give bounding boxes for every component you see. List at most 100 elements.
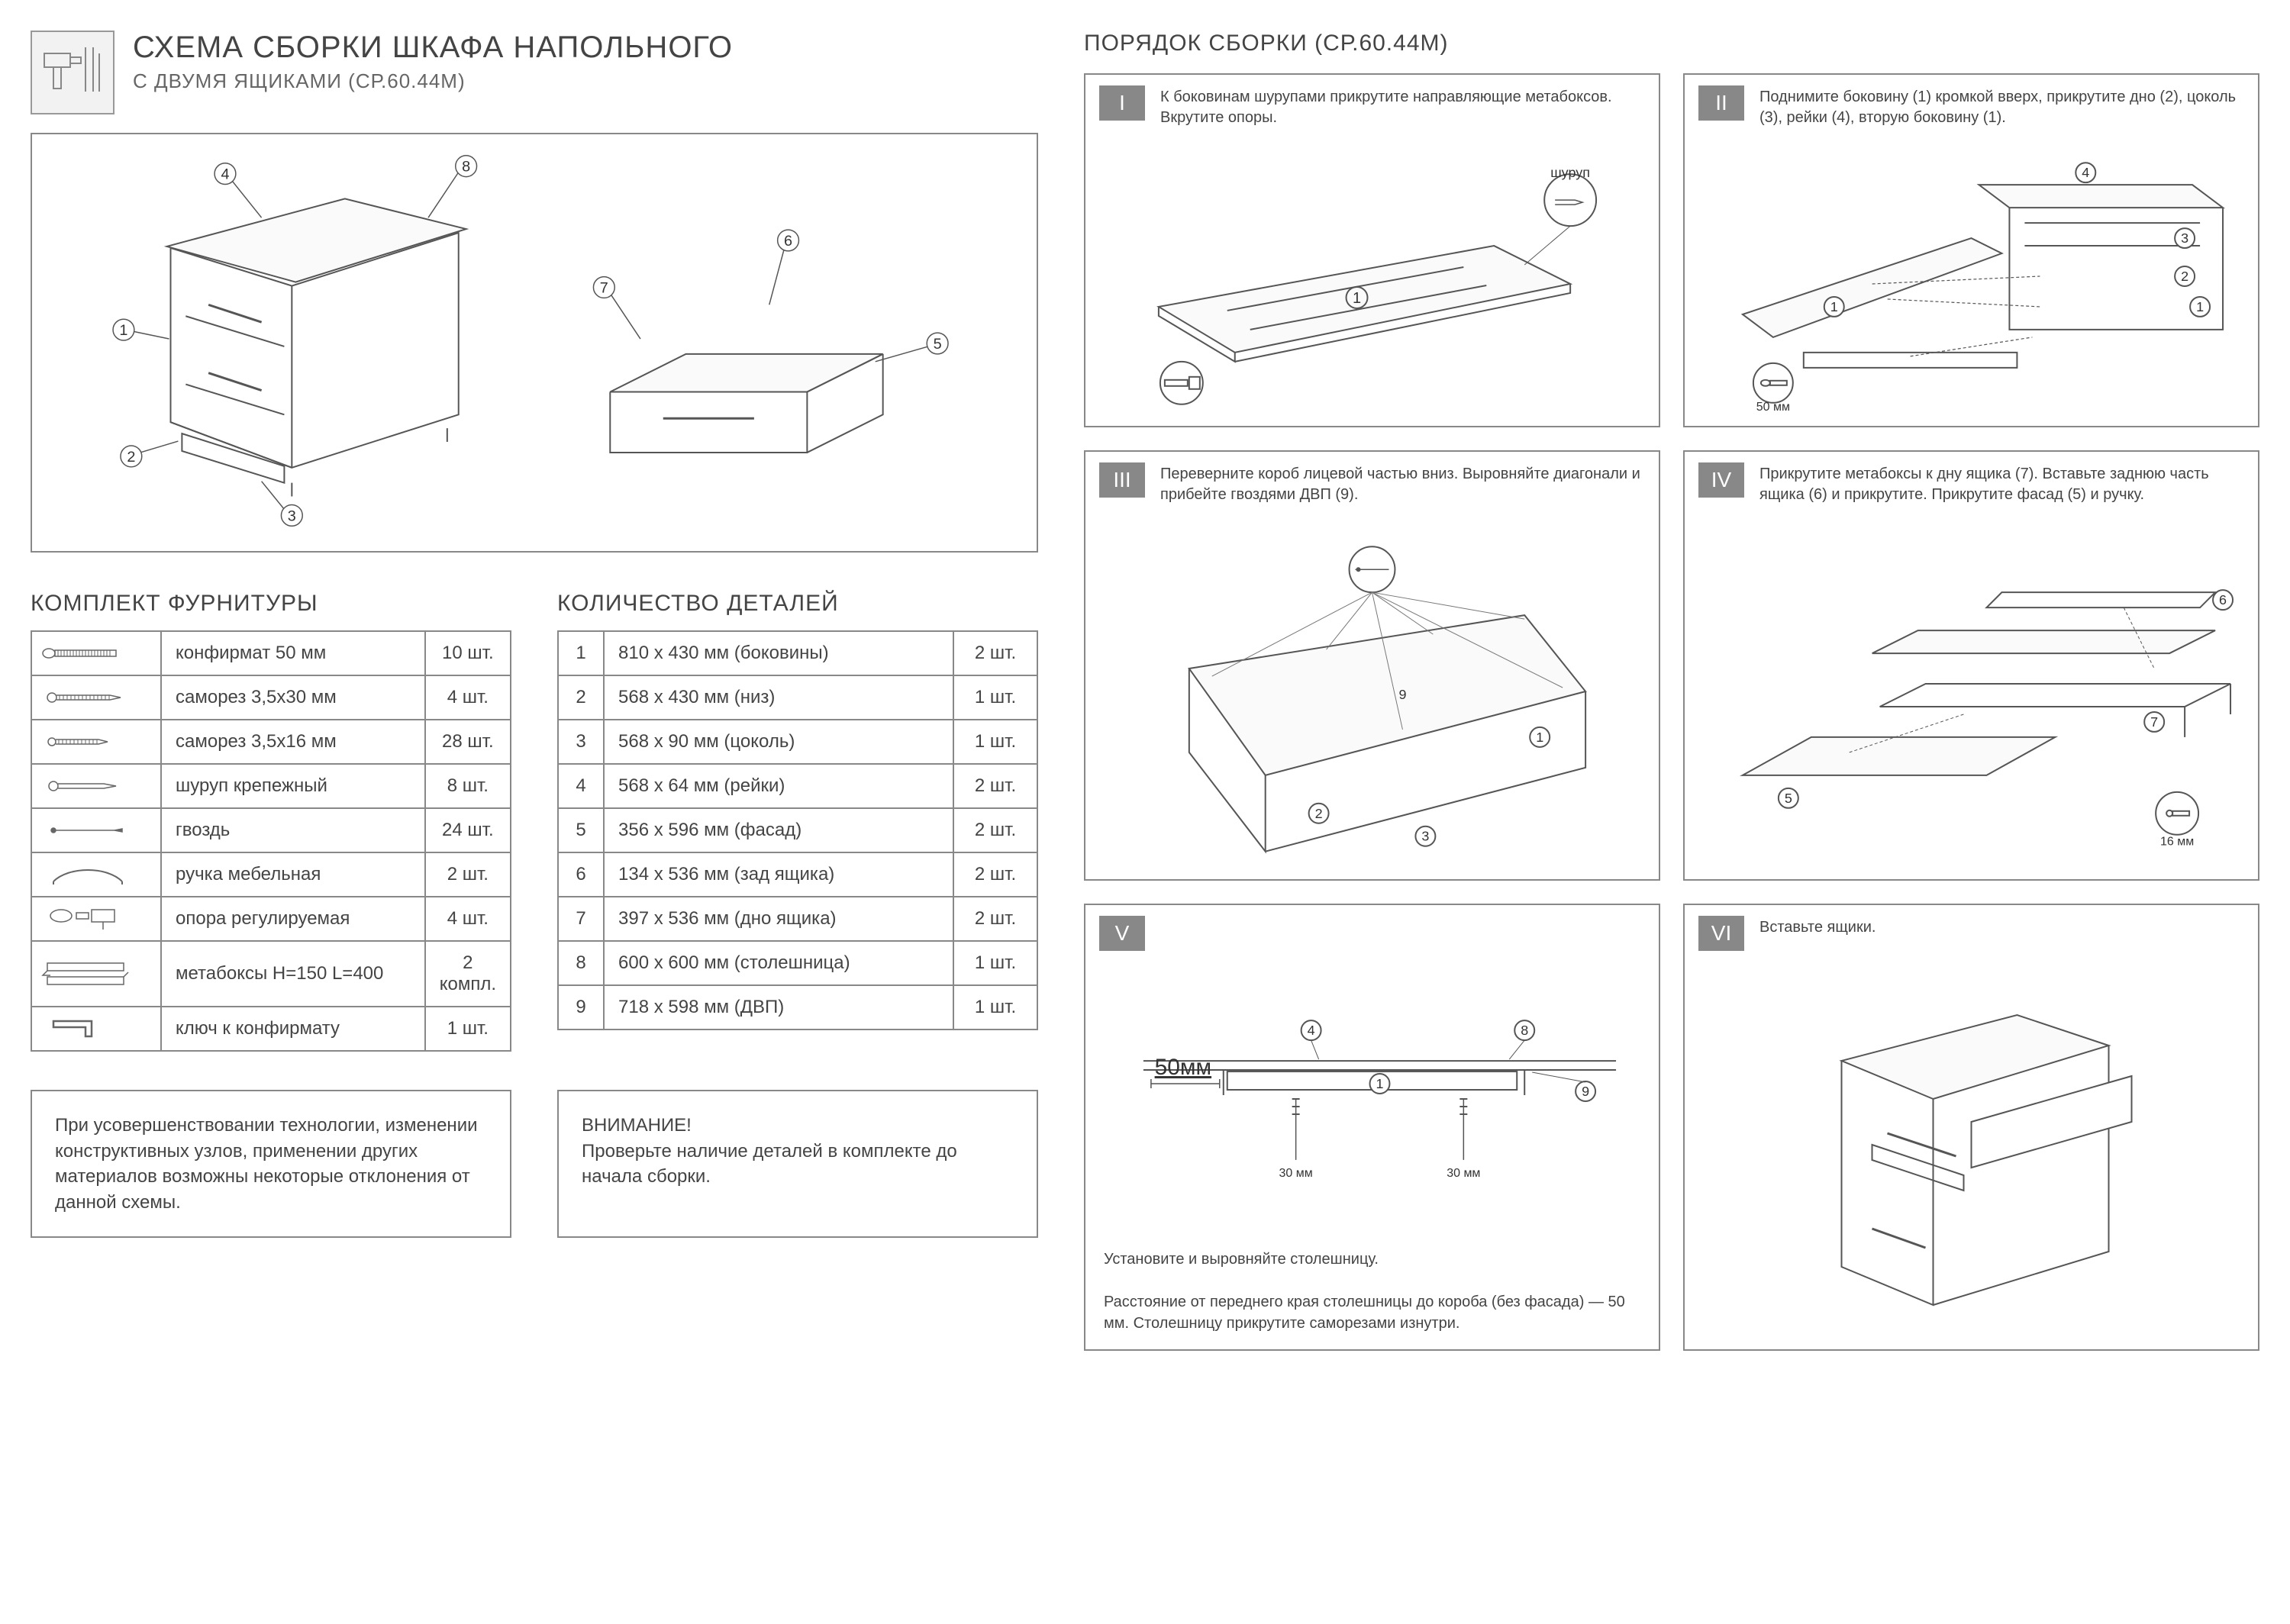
part-number: 3 (558, 720, 604, 764)
part-number: 7 (558, 897, 604, 941)
part-qty: 2 шт. (953, 897, 1037, 941)
page-header: СХЕМА СБОРКИ ШКАФА НАПОЛЬНОГО С ДВУМЯ ЯЩ… (31, 31, 1038, 114)
svg-text:50мм: 50мм (1155, 1055, 1211, 1080)
hardware-qty: 24 шт. (425, 808, 511, 852)
hardware-qty: 10 шт. (425, 631, 511, 675)
hardware-row: гвоздь24 шт. (31, 808, 511, 852)
svg-text:5: 5 (1785, 791, 1792, 806)
step-text: К боковинам шурупами прикрутите направля… (1160, 85, 1645, 128)
hardware-name: гвоздь (161, 808, 425, 852)
svg-text:4: 4 (221, 166, 229, 183)
svg-text:8: 8 (462, 159, 470, 176)
svg-text:9: 9 (1398, 687, 1406, 702)
step-box-V: V 30 мм 30 мм 50мм 4 8 1 9 Установите и … (1084, 904, 1660, 1351)
hardware-name: саморез 3,5х16 мм (161, 720, 425, 764)
part-qty: 2 шт. (953, 631, 1037, 675)
hardware-qty: 2 шт. (425, 852, 511, 897)
part-qty: 2 шт. (953, 852, 1037, 897)
hardware-icon (31, 941, 161, 1007)
svg-text:1: 1 (119, 322, 127, 339)
hardware-icon (31, 631, 161, 675)
part-dim: 568 х 90 мм (цоколь) (604, 720, 953, 764)
svg-text:1: 1 (2196, 299, 2204, 314)
svg-text:2: 2 (1315, 806, 1323, 821)
part-row: 6134 х 536 мм (зад ящика)2 шт. (558, 852, 1037, 897)
part-qty: 1 шт. (953, 675, 1037, 720)
part-qty: 1 шт. (953, 941, 1037, 985)
svg-text:16 мм: 16 мм (2160, 836, 2194, 849)
note-attention: ВНИМАНИЕ! Проверьте наличие деталей в ко… (557, 1090, 1038, 1238)
svg-text:1: 1 (1536, 730, 1543, 745)
step-box-I: I К боковинам шурупами прикрутите направ… (1084, 73, 1660, 427)
svg-text:2: 2 (2181, 269, 2188, 284)
step-roman: I (1099, 85, 1145, 121)
hardware-row: шуруп крепежный8 шт. (31, 764, 511, 808)
hardware-name: ключ к конфирмату (161, 1007, 425, 1051)
parts-title: КОЛИЧЕСТВО ДЕТАЛЕЙ (557, 591, 1038, 617)
hardware-icon (31, 720, 161, 764)
step-bottom-text: Установите и выровняйте столешницу. Расс… (1085, 1249, 1659, 1349)
step-diagram: 9 1 2 3 (1098, 516, 1647, 867)
part-number: 2 (558, 675, 604, 720)
hardware-icon (31, 1007, 161, 1051)
step-text: Вставьте ящики. (1759, 916, 1876, 938)
attention-title: ВНИМАНИЕ! (582, 1113, 1014, 1139)
svg-text:3: 3 (2181, 230, 2188, 246)
part-qty: 1 шт. (953, 985, 1037, 1030)
svg-text:8: 8 (1521, 1023, 1528, 1038)
hardware-qty: 4 шт. (425, 675, 511, 720)
hardware-table: конфирмат 50 мм10 шт.саморез 3,5х30 мм4 … (31, 630, 511, 1052)
svg-text:7: 7 (2150, 714, 2158, 730)
svg-text:2: 2 (127, 449, 135, 466)
hardware-row: саморез 3,5х30 мм4 шт. (31, 675, 511, 720)
hardware-qty: 4 шт. (425, 897, 511, 941)
part-row: 3568 х 90 мм (цоколь)1 шт. (558, 720, 1037, 764)
svg-text:30 мм: 30 мм (1447, 1167, 1480, 1180)
part-dim: 397 х 536 мм (дно ящика) (604, 897, 953, 941)
hardware-qty: 8 шт. (425, 764, 511, 808)
hardware-name: шуруп крепежный (161, 764, 425, 808)
hardware-name: метабоксы Н=150 L=400 (161, 941, 425, 1007)
hardware-row: конфирмат 50 мм10 шт. (31, 631, 511, 675)
step-text: Прикрутите метабоксы к дну ящика (7). Вс… (1759, 462, 2244, 505)
step-roman: II (1698, 85, 1744, 121)
part-number: 5 (558, 808, 604, 852)
steps-title: ПОРЯДОК СБОРКИ (СР.60.44М) (1084, 31, 2259, 56)
svg-text:3: 3 (288, 508, 296, 524)
svg-text:5: 5 (934, 336, 942, 353)
hardware-title: КОМПЛЕКТ ФУРНИТУРЫ (31, 591, 511, 617)
part-dim: 356 х 596 мм (фасад) (604, 808, 953, 852)
hardware-name: саморез 3,5х30 мм (161, 675, 425, 720)
step-text: Переверните короб лицевой частью вниз. В… (1160, 462, 1645, 505)
part-number: 1 (558, 631, 604, 675)
step-diagram: 16 мм 5 6 7 (1697, 516, 2246, 867)
part-qty: 2 шт. (953, 808, 1037, 852)
step-roman: III (1099, 462, 1145, 498)
part-row: 2568 х 430 мм (низ)1 шт. (558, 675, 1037, 720)
svg-text:50 мм: 50 мм (1756, 401, 1790, 414)
hardware-icon (31, 808, 161, 852)
hardware-qty: 28 шт. (425, 720, 511, 764)
attention-text: Проверьте наличие деталей в комплекте до… (582, 1141, 957, 1187)
hardware-name: конфирмат 50 мм (161, 631, 425, 675)
svg-text:3: 3 (1421, 829, 1429, 844)
hardware-icon (31, 897, 161, 941)
part-dim: 810 х 430 мм (боковины) (604, 631, 953, 675)
part-row: 5356 х 596 мм (фасад)2 шт. (558, 808, 1037, 852)
part-row: 4568 х 64 мм (рейки)2 шт. (558, 764, 1037, 808)
part-row: 9718 х 598 мм (ДВП)1 шт. (558, 985, 1037, 1030)
hardware-row: ключ к конфирмату1 шт. (31, 1007, 511, 1051)
part-dim: 568 х 64 мм (рейки) (604, 764, 953, 808)
step-roman: V (1099, 916, 1145, 951)
part-dim: 134 х 536 мм (зад ящика) (604, 852, 953, 897)
part-dim: 600 х 600 мм (столешница) (604, 941, 953, 985)
part-number: 9 (558, 985, 604, 1030)
step-diagram: 1 шуруп (1098, 139, 1647, 414)
part-row: 8600 х 600 мм (столешница)1 шт. (558, 941, 1037, 985)
hardware-name: опора регулируемая (161, 897, 425, 941)
hardware-icon (31, 852, 161, 897)
part-number: 6 (558, 852, 604, 897)
part-dim: 568 х 430 мм (низ) (604, 675, 953, 720)
part-number: 8 (558, 941, 604, 985)
step-box-II: II Поднимите боковину (1) кромкой вверх,… (1683, 73, 2259, 427)
